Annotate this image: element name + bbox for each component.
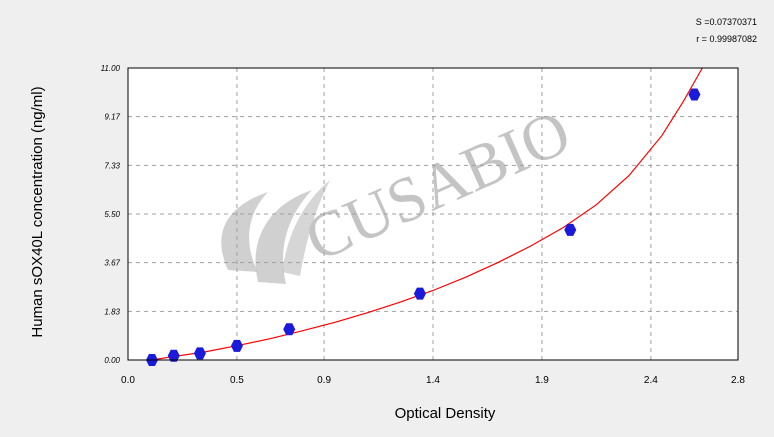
x-tick-label: 0.0 bbox=[121, 375, 135, 386]
data-point bbox=[167, 349, 180, 362]
grid-lines bbox=[128, 68, 738, 360]
y-axis-title: Human sOX40L concentration (ng/ml) bbox=[29, 86, 46, 337]
data-point bbox=[283, 323, 296, 336]
y-tick-label: 5.50 bbox=[104, 210, 120, 219]
data-points bbox=[145, 88, 701, 366]
y-tick-label: 9.17 bbox=[104, 113, 120, 122]
x-tick-labels: 0.0 0.5 0.9 1.4 1.9 2.4 2.8 bbox=[121, 375, 745, 386]
x-tick-label: 2.4 bbox=[644, 375, 658, 386]
data-point bbox=[688, 88, 701, 101]
watermark-logo-leaf-3 bbox=[282, 180, 330, 276]
y-tick-label: 3.67 bbox=[104, 259, 120, 268]
y-tick-label: 1.83 bbox=[104, 307, 120, 316]
x-tick-label: 0.5 bbox=[230, 375, 244, 386]
stat-r-value: r = 0.99987082 bbox=[696, 34, 757, 44]
y-tick-labels: 0.00 1.83 3.67 5.50 7.33 9.17 11.00 bbox=[101, 64, 121, 365]
y-tick-label: 0.00 bbox=[104, 356, 120, 365]
watermark-logo-leaf-1 bbox=[221, 192, 268, 272]
stat-s-value: S =0.07370371 bbox=[696, 17, 757, 27]
watermark-logo-leaf-2 bbox=[255, 190, 312, 284]
data-point bbox=[230, 339, 243, 352]
data-point bbox=[193, 347, 206, 360]
data-point bbox=[413, 287, 426, 300]
x-tick-label: 1.9 bbox=[535, 375, 549, 386]
x-tick-label: 0.9 bbox=[317, 375, 331, 386]
x-tick-label: 2.8 bbox=[731, 375, 745, 386]
y-tick-label: 11.00 bbox=[101, 64, 121, 73]
y-tick-label: 7.33 bbox=[104, 161, 120, 170]
data-point bbox=[564, 223, 577, 236]
x-axis-title: Optical Density bbox=[395, 405, 496, 422]
plot-frame bbox=[127, 67, 739, 361]
x-tick-label: 1.4 bbox=[426, 375, 440, 386]
